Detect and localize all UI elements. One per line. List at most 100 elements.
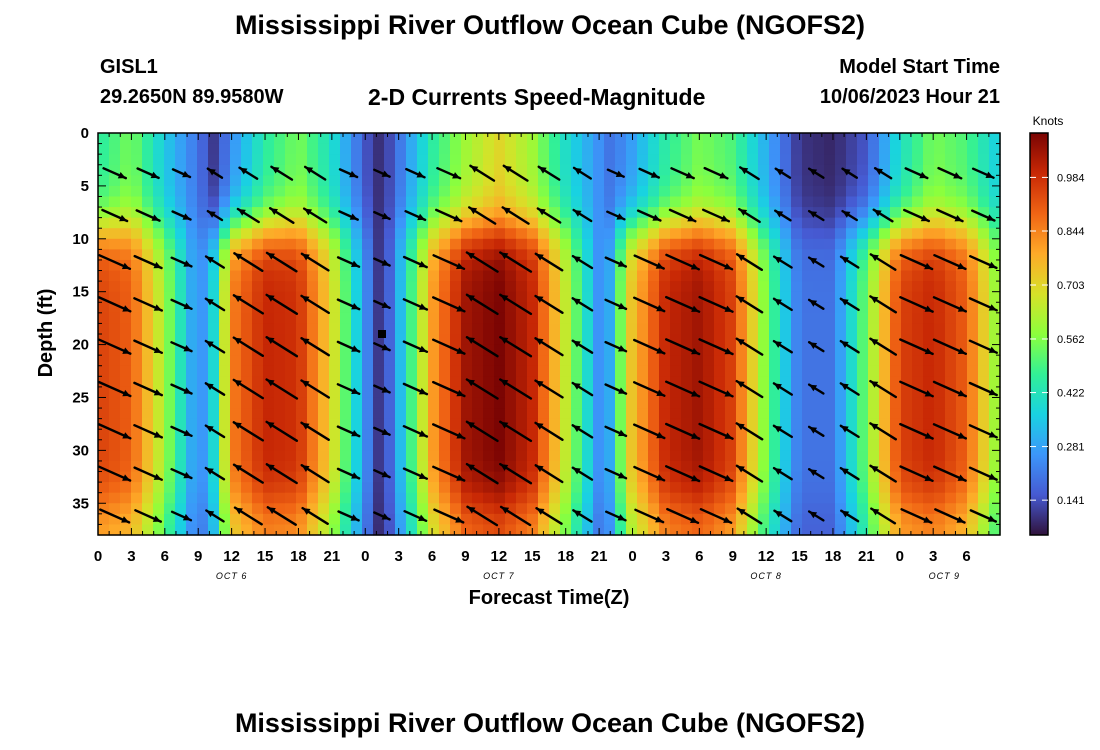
heatmap-cell <box>813 196 825 208</box>
heatmap-cell <box>285 397 297 409</box>
heatmap-cell <box>472 175 484 187</box>
heatmap-cell <box>758 185 770 198</box>
heatmap-cell <box>384 312 396 325</box>
heatmap-cell <box>362 450 374 462</box>
heatmap-cell <box>835 323 847 335</box>
heatmap-cell <box>373 164 385 176</box>
heatmap-cell <box>340 249 352 261</box>
heatmap-cell <box>252 323 264 335</box>
heatmap-cell <box>98 238 110 250</box>
heatmap-cell <box>670 524 682 536</box>
heatmap-cell <box>263 185 275 198</box>
heatmap-cell <box>549 376 561 388</box>
heatmap-cell <box>98 217 110 229</box>
heatmap-cell <box>241 429 253 441</box>
heatmap-cell <box>582 207 594 219</box>
heatmap-cell <box>758 492 770 504</box>
heatmap-cell <box>769 185 781 198</box>
heatmap-cell <box>307 154 319 166</box>
heatmap-cell <box>780 249 792 261</box>
heatmap-cell <box>395 524 407 536</box>
heatmap-cell <box>285 143 297 155</box>
heatmap-cell <box>395 492 407 504</box>
heatmap-cell <box>846 386 858 399</box>
heatmap-cell <box>285 450 297 462</box>
heatmap-cell <box>505 228 517 240</box>
heatmap-cell <box>758 376 770 388</box>
heatmap-cell <box>131 439 143 451</box>
colorbar-tick-label: 0.422 <box>1057 388 1085 400</box>
heatmap-cell <box>780 302 792 314</box>
heatmap-cell <box>747 482 759 494</box>
heatmap-cell <box>967 323 979 335</box>
current-arrow <box>268 206 295 225</box>
heatmap-cell <box>857 386 869 399</box>
heatmap-cell <box>439 228 451 240</box>
heatmap-cell <box>934 312 946 325</box>
heatmap-cell <box>956 291 968 303</box>
heatmap-cell <box>109 143 121 155</box>
heatmap-cell <box>780 323 792 335</box>
heatmap-cell <box>560 386 572 399</box>
heatmap-cell <box>747 207 759 219</box>
heatmap-cell <box>989 323 1001 335</box>
heatmap-cell <box>901 492 913 504</box>
heatmap-cell <box>945 270 957 282</box>
heatmap-cell <box>769 312 781 325</box>
heatmap-cell <box>307 376 319 388</box>
heatmap-cell <box>252 143 264 155</box>
heatmap-cell <box>978 217 990 229</box>
heatmap-cell <box>989 450 1001 462</box>
heatmap-cell <box>835 471 847 483</box>
heatmap-cell <box>648 471 660 483</box>
heatmap-cell <box>538 217 550 229</box>
heatmap-cell <box>208 365 220 377</box>
heatmap-cell <box>307 365 319 377</box>
heatmap-cell <box>296 482 308 494</box>
heatmap-cell <box>505 175 517 187</box>
heatmap-cell <box>890 365 902 377</box>
heatmap-cell <box>263 217 275 229</box>
current-arrow <box>839 339 860 354</box>
heatmap-cell <box>351 312 363 325</box>
heatmap-cell <box>175 460 187 473</box>
heatmap-cell <box>406 524 418 536</box>
heatmap-cell <box>274 185 286 198</box>
heatmap-cell <box>912 228 924 240</box>
heatmap-cell <box>505 323 517 335</box>
heatmap-cell <box>846 259 858 272</box>
heatmap-cell <box>857 344 869 356</box>
heatmap-cell <box>109 196 121 208</box>
heatmap-cell <box>780 376 792 388</box>
heatmap-cell <box>516 217 528 229</box>
heatmap-cell <box>296 259 308 272</box>
current-arrow <box>170 341 193 353</box>
heatmap-cell <box>626 175 638 187</box>
heatmap-cell <box>516 291 528 303</box>
heatmap-cell <box>703 270 715 282</box>
heatmap-cell <box>725 281 737 293</box>
heatmap-cell <box>450 207 462 219</box>
heatmap-cell <box>978 355 990 367</box>
current-arrow <box>936 208 964 223</box>
heatmap-cell <box>439 408 451 420</box>
heatmap-cell <box>285 133 297 145</box>
heatmap-cell <box>527 439 539 451</box>
heatmap-cell <box>912 344 924 356</box>
heatmap-cell <box>791 228 803 240</box>
heatmap-cell <box>516 207 528 219</box>
heatmap-cell <box>934 355 946 367</box>
heatmap-cell <box>978 503 990 515</box>
heatmap-cell <box>890 460 902 473</box>
heatmap-cell <box>912 460 924 473</box>
heatmap-cell <box>549 270 561 282</box>
heatmap-cell <box>109 503 121 515</box>
heatmap-cell <box>769 143 781 155</box>
heatmap-cell <box>659 164 671 176</box>
heatmap-cell <box>153 397 165 409</box>
heatmap-cell <box>758 143 770 155</box>
heatmap-cell <box>373 397 385 409</box>
heatmap-cell <box>978 259 990 272</box>
current-arrow <box>136 167 160 180</box>
heatmap-cell <box>263 238 275 250</box>
